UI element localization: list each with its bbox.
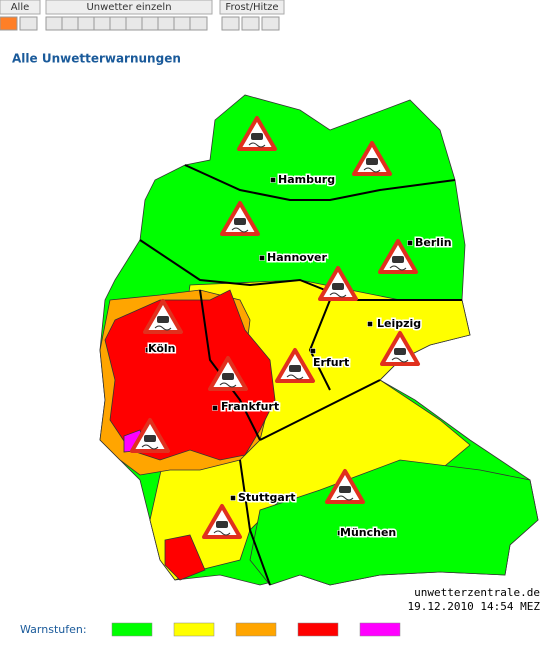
region-red bbox=[164, 534, 206, 581]
state-border bbox=[308, 299, 331, 391]
tab-box[interactable] bbox=[45, 0, 213, 15]
tab-icon[interactable] bbox=[45, 16, 64, 31]
tab-icon[interactable] bbox=[19, 16, 38, 31]
region-green bbox=[249, 459, 539, 586]
city-marker bbox=[270, 177, 276, 183]
tab-icon[interactable] bbox=[77, 16, 96, 31]
warning-icon bbox=[378, 239, 418, 274]
cities: Hamburg Berlin Hannover Leipzig Köln Erfurt Fr… bbox=[145, 172, 453, 541]
source: unwetterzentrale.de bbox=[414, 586, 540, 599]
skid bbox=[329, 292, 347, 298]
tab-icon[interactable] bbox=[221, 16, 240, 31]
warning-icon bbox=[352, 141, 392, 176]
city-label: Berlin bbox=[415, 236, 452, 249]
warning-icon bbox=[220, 201, 260, 236]
city-marker bbox=[310, 348, 316, 354]
city-label: München bbox=[340, 526, 396, 539]
city-label: Frankfurt bbox=[221, 400, 279, 413]
legend-swatch bbox=[297, 622, 339, 637]
car bbox=[332, 283, 344, 290]
skid bbox=[231, 227, 249, 233]
skid bbox=[141, 444, 159, 450]
legend-swatch bbox=[173, 622, 215, 637]
tab-icons bbox=[0, 16, 280, 31]
title: Alle Unwetterwarnungen bbox=[12, 52, 181, 66]
state-border bbox=[184, 164, 456, 201]
tab-icon[interactable] bbox=[173, 16, 192, 31]
city-marker bbox=[212, 405, 218, 411]
car bbox=[144, 435, 156, 442]
city-marker bbox=[259, 255, 265, 261]
tab-icon[interactable] bbox=[0, 16, 18, 31]
tab-box[interactable] bbox=[0, 0, 41, 15]
tab-icon[interactable] bbox=[141, 16, 160, 31]
car bbox=[392, 256, 404, 263]
timestamp: 19.12.2010 14:54 MEZ bbox=[408, 600, 541, 613]
warning-icon bbox=[237, 116, 277, 151]
city-label: Hamburg bbox=[278, 173, 335, 186]
car bbox=[216, 521, 228, 528]
warning-icon bbox=[380, 331, 420, 366]
tab-icon[interactable] bbox=[241, 16, 260, 31]
car bbox=[222, 373, 234, 380]
skid bbox=[213, 530, 231, 536]
legend-swatch bbox=[359, 622, 401, 637]
tab-label[interactable]: Alle bbox=[11, 2, 30, 13]
city-label: Stuttgart bbox=[238, 491, 296, 504]
skid bbox=[391, 357, 409, 363]
legend-swatch bbox=[111, 622, 153, 637]
car bbox=[339, 486, 351, 493]
tab-icon[interactable] bbox=[261, 16, 280, 31]
state-border bbox=[239, 459, 271, 586]
city-marker bbox=[230, 495, 236, 501]
skid bbox=[389, 265, 407, 271]
legend-swatch bbox=[235, 622, 277, 637]
tab-icon[interactable] bbox=[189, 16, 208, 31]
city-marker bbox=[367, 321, 373, 327]
car bbox=[157, 316, 169, 323]
tab-icon[interactable] bbox=[109, 16, 128, 31]
city-marker bbox=[337, 530, 343, 536]
skid bbox=[286, 374, 304, 380]
tab-label[interactable]: Unwetter einzeln bbox=[86, 2, 171, 13]
warning-icon bbox=[143, 299, 183, 334]
skid bbox=[154, 325, 172, 331]
city-label: Erfurt bbox=[313, 356, 349, 369]
tab-icon[interactable] bbox=[61, 16, 80, 31]
warning-icon bbox=[130, 418, 170, 453]
city-label: Leipzig bbox=[377, 317, 421, 330]
warning-icons bbox=[130, 116, 420, 539]
warning-icon bbox=[318, 266, 358, 301]
city-marker bbox=[407, 240, 413, 246]
legend-label: Warnstufen: bbox=[20, 623, 87, 636]
warning-icon bbox=[208, 356, 248, 391]
map bbox=[99, 94, 539, 586]
state-border bbox=[139, 239, 462, 301]
city-label: Hannover bbox=[267, 251, 327, 264]
legend bbox=[111, 622, 401, 637]
car bbox=[366, 158, 378, 165]
tab-label[interactable]: Frost/Hitze bbox=[225, 2, 278, 13]
city-label: Köln bbox=[148, 342, 176, 355]
skid bbox=[363, 167, 381, 173]
skid bbox=[248, 142, 266, 148]
state-border bbox=[259, 379, 381, 441]
warning-icon bbox=[202, 504, 242, 539]
car bbox=[251, 133, 263, 140]
skid bbox=[219, 382, 237, 388]
car bbox=[289, 365, 301, 372]
car bbox=[234, 218, 246, 225]
tab-icon[interactable] bbox=[157, 16, 176, 31]
tab-box[interactable] bbox=[219, 0, 285, 15]
city-marker bbox=[145, 347, 151, 353]
tab-icon[interactable] bbox=[93, 16, 112, 31]
car bbox=[394, 348, 406, 355]
tab-icon[interactable] bbox=[125, 16, 144, 31]
warning-icon bbox=[275, 348, 315, 383]
skid bbox=[336, 495, 354, 501]
warning-icon bbox=[325, 469, 365, 504]
